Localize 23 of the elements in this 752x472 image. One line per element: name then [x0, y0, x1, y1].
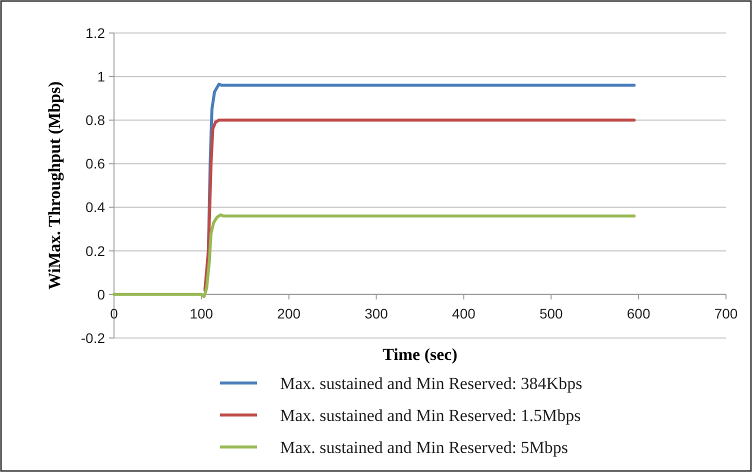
y-tick-label: 0.8 [86, 112, 106, 128]
x-tick-label: 0 [110, 305, 118, 322]
x-tick-label: 200 [277, 305, 301, 322]
y-tick-label: 0.6 [86, 156, 106, 172]
y-tick-label: 1.2 [86, 24, 106, 41]
legend-label: Max. sustained and Min Reserved: 384Kbps [280, 374, 582, 393]
x-tick-label: 500 [539, 305, 564, 322]
x-tick-label: 100 [190, 305, 214, 322]
x-axis-title: Time (sec) [382, 345, 458, 364]
legend-label: Max. sustained and Min Reserved: 5Mbps [280, 438, 568, 457]
y-tick-label: -0.2 [80, 330, 106, 346]
x-tick-label: 300 [364, 305, 388, 322]
x-tick-label: 600 [626, 305, 650, 322]
y-tick-label: 1 [97, 68, 106, 84]
line-series [112, 213, 636, 298]
y-axis-title: WiMax. Throughput (Mbps) [45, 81, 64, 290]
line-series [203, 118, 636, 292]
y-tick-label: 0.4 [86, 199, 106, 216]
x-tick-label: 400 [452, 305, 476, 322]
x-tick-label: 700 [714, 305, 738, 322]
y-tick-label: 0 [97, 286, 106, 302]
y-tick-label: 0.2 [86, 242, 106, 259]
legend-label: Max. sustained and Min Reserved: 1.5Mbps [280, 406, 581, 425]
